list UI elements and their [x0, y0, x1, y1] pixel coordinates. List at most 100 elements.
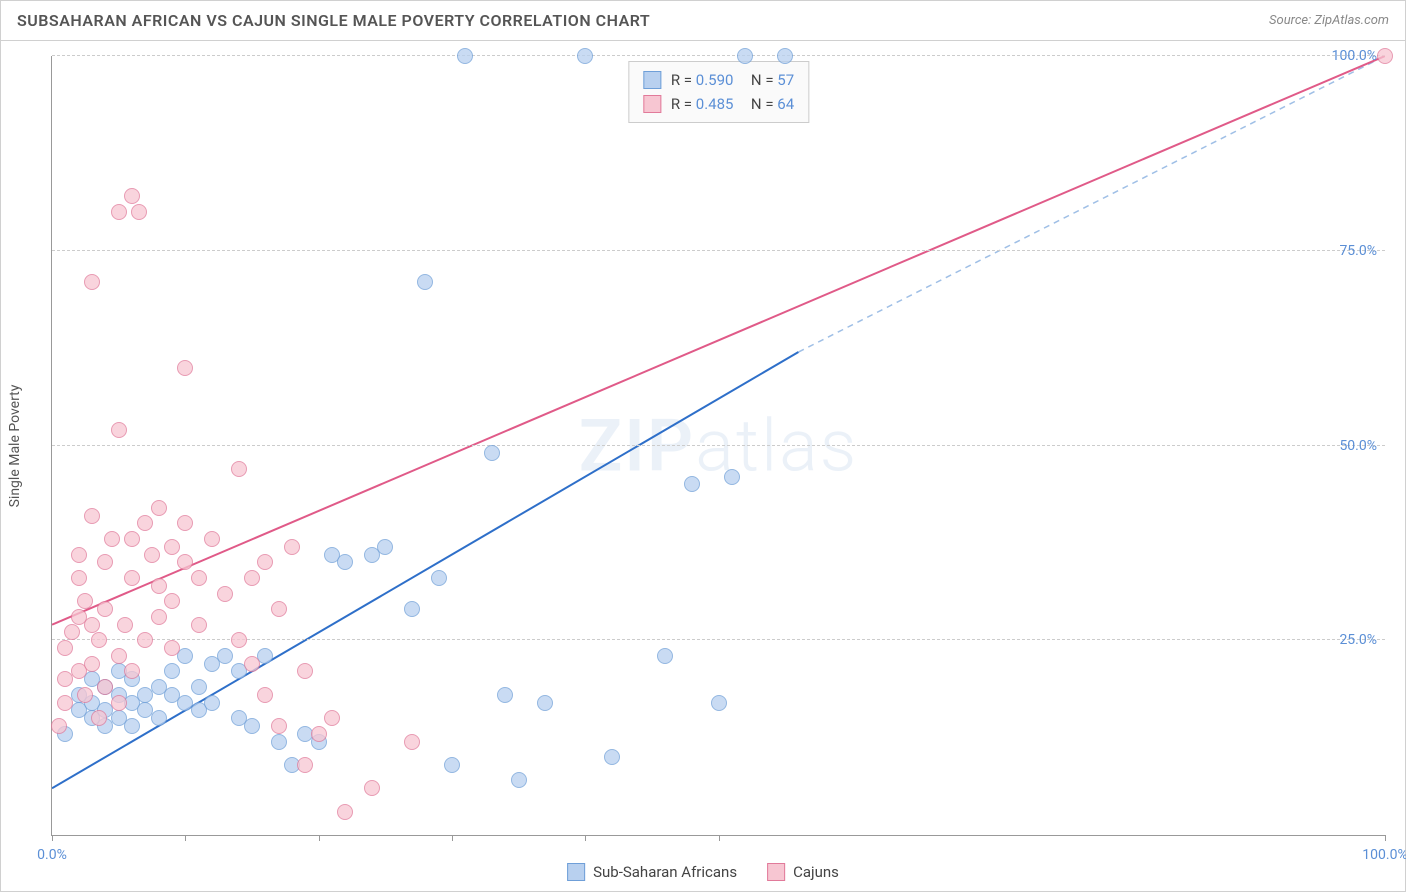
data-point	[124, 570, 140, 586]
data-point	[191, 679, 207, 695]
data-point	[151, 710, 167, 726]
data-point	[311, 726, 327, 742]
data-point	[217, 648, 233, 664]
legend-n-value-0: 57	[777, 71, 794, 89]
data-point	[84, 274, 100, 290]
data-point	[684, 476, 700, 492]
data-point	[244, 656, 260, 672]
data-point	[257, 554, 273, 570]
data-point	[177, 554, 193, 570]
correlation-legend: R = 0.590 N = 57 R = 0.485 N = 64	[628, 61, 809, 123]
legend-n-value-1: 64	[777, 95, 794, 113]
trend-line	[798, 56, 1385, 352]
data-point	[337, 804, 353, 820]
data-point	[177, 648, 193, 664]
legend-row-1: R = 0.485 N = 64	[643, 92, 794, 116]
legend-r-label-1: R = 0.485	[671, 92, 734, 116]
data-point	[124, 718, 140, 734]
data-point	[231, 461, 247, 477]
data-point	[244, 718, 260, 734]
y-tick-label: 50.0%	[1339, 438, 1377, 454]
data-point	[84, 508, 100, 524]
legend-n-label-1: N = 64	[743, 92, 794, 116]
data-point	[537, 695, 553, 711]
data-point	[97, 554, 113, 570]
data-point	[57, 695, 73, 711]
data-point	[57, 640, 73, 656]
data-point	[457, 48, 473, 64]
data-point	[137, 632, 153, 648]
legend-n-label-0: N = 57	[743, 68, 794, 92]
x-tick	[185, 835, 186, 841]
data-point	[337, 554, 353, 570]
data-point	[164, 539, 180, 555]
legend-row-0: R = 0.590 N = 57	[643, 68, 794, 92]
watermark: ZIPatlas	[579, 403, 859, 488]
bottom-legend-item-0: Sub-Saharan Africans	[567, 863, 737, 881]
data-point	[77, 687, 93, 703]
data-point	[204, 695, 220, 711]
data-point	[137, 515, 153, 531]
data-point	[151, 500, 167, 516]
data-point	[177, 360, 193, 376]
data-point	[131, 204, 147, 220]
data-point	[64, 624, 80, 640]
data-point	[271, 734, 287, 750]
data-point	[511, 772, 527, 788]
data-point	[71, 570, 87, 586]
data-point	[271, 601, 287, 617]
data-point	[737, 48, 753, 64]
grid-line	[52, 639, 1385, 640]
x-tick	[585, 835, 586, 841]
data-point	[404, 601, 420, 617]
bottom-legend-swatch-0	[567, 863, 585, 881]
data-point	[577, 48, 593, 64]
data-point	[257, 687, 273, 703]
title-bar: SUBSAHARAN AFRICAN VS CAJUN SINGLE MALE …	[1, 1, 1405, 41]
bottom-legend-label-1: Cajuns	[793, 863, 839, 881]
data-point	[364, 780, 380, 796]
trend-line	[52, 56, 1385, 625]
x-tick-label-left: 0.0%	[37, 847, 67, 863]
legend-r-value-0: 0.590	[696, 71, 734, 89]
data-point	[97, 679, 113, 695]
legend-swatch-1	[643, 95, 661, 113]
data-point	[177, 515, 193, 531]
data-point	[111, 648, 127, 664]
data-point	[297, 757, 313, 773]
data-point	[404, 734, 420, 750]
data-point	[191, 570, 207, 586]
x-tick	[319, 835, 320, 841]
data-point	[151, 609, 167, 625]
data-point	[431, 570, 447, 586]
data-point	[417, 274, 433, 290]
bottom-legend: Sub-Saharan Africans Cajuns	[567, 863, 839, 881]
chart-container: SUBSAHARAN AFRICAN VS CAJUN SINGLE MALE …	[0, 0, 1406, 892]
data-point	[377, 539, 393, 555]
source-label: Source: ZipAtlas.com	[1269, 13, 1389, 28]
legend-swatch-0	[643, 71, 661, 89]
data-point	[51, 718, 67, 734]
watermark-rest: atlas	[695, 403, 858, 488]
data-point	[217, 586, 233, 602]
data-point	[324, 710, 340, 726]
data-point	[97, 601, 113, 617]
data-point	[484, 445, 500, 461]
data-point	[271, 718, 287, 734]
x-tick	[52, 835, 53, 841]
data-point	[151, 578, 167, 594]
data-point	[84, 617, 100, 633]
data-point	[91, 710, 107, 726]
data-point	[111, 422, 127, 438]
data-point	[117, 617, 133, 633]
data-point	[497, 687, 513, 703]
data-point	[777, 48, 793, 64]
chart-title: SUBSAHARAN AFRICAN VS CAJUN SINGLE MALE …	[17, 11, 650, 30]
data-point	[144, 547, 160, 563]
legend-r-value-1: 0.485	[696, 95, 734, 113]
bottom-legend-item-1: Cajuns	[767, 863, 839, 881]
data-point	[284, 539, 300, 555]
data-point	[297, 663, 313, 679]
bottom-legend-swatch-1	[767, 863, 785, 881]
data-point	[91, 632, 107, 648]
